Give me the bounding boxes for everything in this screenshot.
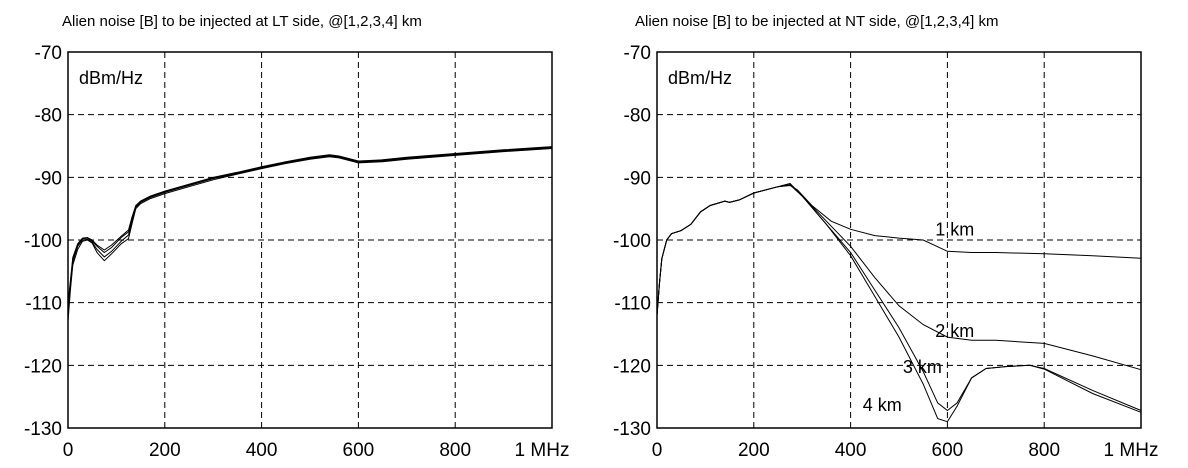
x-tick-label: 1 MHz xyxy=(1104,440,1159,461)
plot-frame xyxy=(67,51,553,429)
y-tick-label: -110 xyxy=(614,294,651,315)
chart-panel-1: Alien noise [B] to be injected at LT sid… xyxy=(24,13,569,461)
y-tick-label: -90 xyxy=(624,168,651,189)
y-tick-label: -70 xyxy=(624,43,651,64)
unit-label: dBm/Hz xyxy=(79,68,143,88)
x-tick-label: 200 xyxy=(149,440,181,461)
x-tick-label: 0 xyxy=(652,440,663,461)
x-tick-label: 800 xyxy=(439,440,471,461)
series-line-2 xyxy=(656,184,1142,371)
series-line-1 xyxy=(656,184,1142,316)
x-tick-label: 600 xyxy=(343,440,375,461)
chart-title: Alien noise [B] to be injected at NT sid… xyxy=(635,13,998,30)
y-tick-label: -120 xyxy=(613,356,651,377)
y-tick-label: -130 xyxy=(613,419,651,440)
x-tick-label: 400 xyxy=(246,440,278,461)
unit-label: dBm/Hz xyxy=(668,68,732,88)
y-tick-label: -110 xyxy=(25,294,62,315)
series-line-4 xyxy=(67,146,553,303)
series-line-1 xyxy=(67,148,553,322)
y-tick-label: -130 xyxy=(24,419,62,440)
chart-title: Alien noise [B] to be injected at LT sid… xyxy=(62,13,422,30)
y-tick-label: -90 xyxy=(35,168,62,189)
x-tick-label: 0 xyxy=(63,440,74,461)
y-tick-label: -100 xyxy=(613,231,651,252)
x-tick-label: 200 xyxy=(738,440,770,461)
x-tick-label: 400 xyxy=(835,440,867,461)
plot-frame xyxy=(656,51,1142,429)
series-line-3 xyxy=(656,183,1142,412)
chart-panel-2: Alien noise [B] to be injected at NT sid… xyxy=(613,13,1158,461)
y-tick-label: -100 xyxy=(24,231,62,252)
x-tick-label: 800 xyxy=(1028,440,1060,461)
series-annotation: 3 km xyxy=(903,357,942,377)
y-tick-label: -120 xyxy=(24,356,62,377)
series-annotation: 2 km xyxy=(935,321,974,341)
series-line-2 xyxy=(67,147,553,316)
series-line-4 xyxy=(656,183,1142,423)
series-line-3 xyxy=(67,146,553,309)
series-annotation: 1 km xyxy=(935,219,974,239)
y-tick-label: -70 xyxy=(35,43,62,64)
x-tick-label: 1 MHz xyxy=(515,440,570,461)
y-tick-label: -80 xyxy=(624,106,651,127)
x-tick-label: 600 xyxy=(932,440,964,461)
series-annotation: 4 km xyxy=(863,395,902,415)
y-tick-label: -80 xyxy=(35,106,62,127)
